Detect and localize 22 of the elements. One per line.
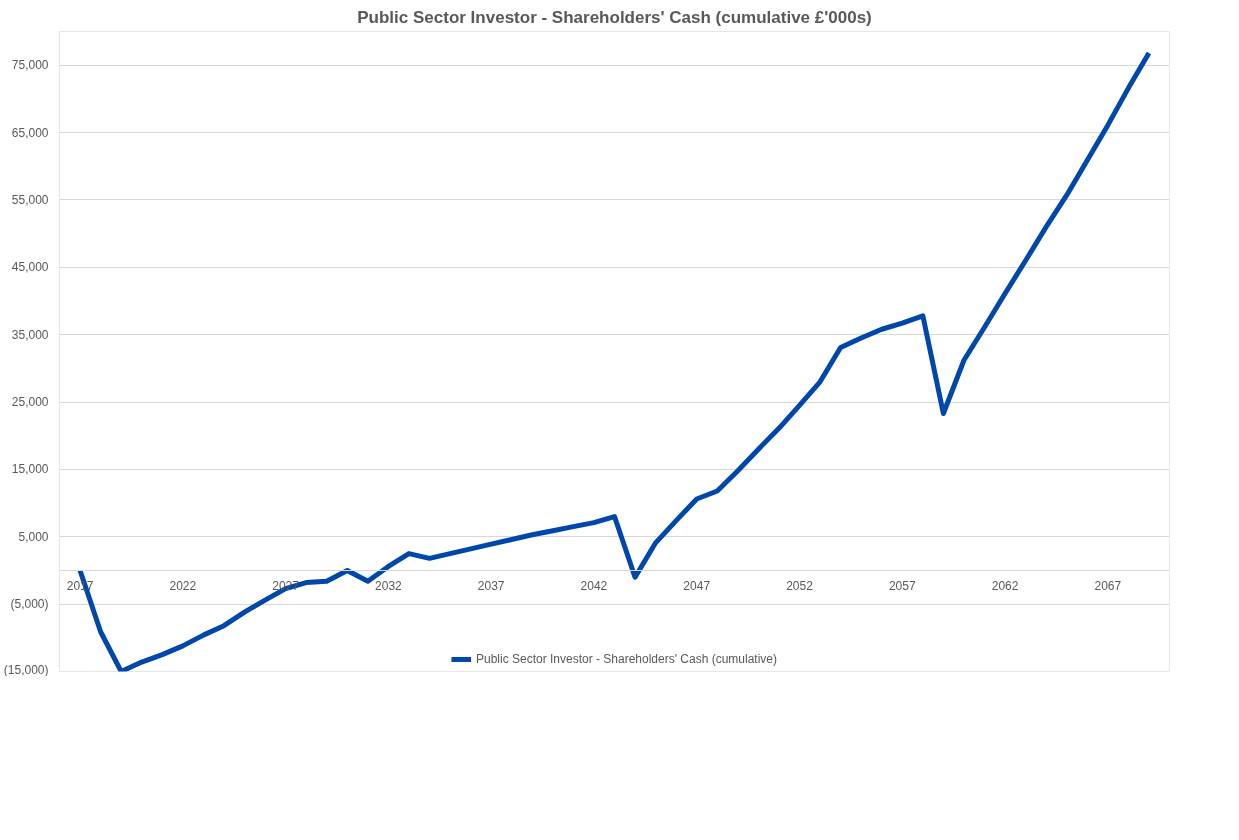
x-tick-label: 2067 [1094,579,1122,594]
y-tick-label: (15,000) [3,662,49,677]
legend-label: Public Sector Investor - Shareholders' Cash (cumulative) [475,652,778,666]
x-tick-label: 2052 [786,579,814,594]
x-tick-label: 2032 [375,579,403,594]
x-tick-label: 2037 [477,579,505,594]
y-tick-label: 25,000 [11,395,49,410]
x-tick-label: 2042 [580,579,608,594]
x-tick-label: 2027 [272,579,300,594]
y-tick-label: 55,000 [11,192,49,207]
y-tick-label: 45,000 [11,260,49,275]
y-tick-label: 15,000 [11,462,49,477]
y-tick-label: 65,000 [11,125,49,140]
x-tick-label: 2062 [991,579,1019,594]
chart-title: Public Sector Investor - Shareholders' Cash (cumulative £'000s) [357,7,872,27]
y-tick-label: 35,000 [11,327,49,342]
y-tick-label: (5,000) [10,597,49,612]
x-tick-label: 2057 [888,579,916,594]
x-tick-label: 2022 [169,579,197,594]
y-tick-label: 75,000 [11,58,49,73]
y-tick-label: 5,000 [18,529,49,544]
x-tick-label: 2047 [683,579,711,594]
